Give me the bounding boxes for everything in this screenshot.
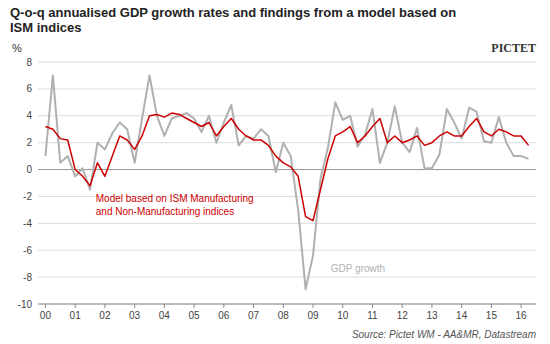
grid-line (38, 115, 536, 116)
x-tick-label: 03 (129, 310, 141, 321)
x-tick (253, 304, 254, 308)
x-tick-label: 13 (426, 310, 438, 321)
x-tick (313, 304, 314, 308)
x-tick (521, 304, 522, 308)
y-tick-label: -2 (23, 191, 32, 202)
x-tick-label: 02 (99, 310, 111, 321)
x-tick (491, 304, 492, 308)
x-tick (134, 304, 135, 308)
grid-line (38, 169, 536, 170)
y-tick-label: -10 (18, 299, 33, 310)
y-tick-label: 6 (26, 83, 32, 94)
x-tick-label: 00 (40, 310, 52, 321)
grid-line (38, 277, 536, 278)
x-tick (75, 304, 76, 308)
y-tick-label: 2 (26, 137, 32, 148)
x-tick (45, 304, 46, 308)
source: Source: Pictet WM - AA&MR, Datastream (352, 329, 536, 340)
series-label: Model based on ISM Manufacturingand Non-… (96, 193, 254, 217)
x-tick-label: 11 (367, 310, 378, 321)
x-tick (372, 304, 373, 308)
x-tick (164, 304, 165, 308)
grid-line (38, 250, 536, 251)
y-tick-label: -4 (23, 218, 32, 229)
x-tick-label: 16 (516, 310, 528, 321)
series-line (45, 75, 528, 289)
x-tick (402, 304, 403, 308)
x-tick-label: 12 (397, 310, 409, 321)
x-tick-label: 15 (486, 310, 498, 321)
zero-line (38, 169, 536, 170)
grid-line (38, 223, 536, 224)
title: Q-o-q annualised GDP growth rates and fi… (10, 5, 456, 35)
x-tick (194, 304, 195, 308)
y-tick-label: 4 (26, 110, 32, 121)
x-tick-label: 09 (307, 310, 319, 321)
y-tick-label: -6 (23, 245, 32, 256)
x-tick-label: 06 (218, 310, 230, 321)
x-tick-label: 08 (278, 310, 290, 321)
x-tick (283, 304, 284, 308)
x-tick (223, 304, 224, 308)
x-tick-label: 05 (189, 310, 201, 321)
y-label: % (12, 42, 22, 54)
x-tick-label: 04 (159, 310, 171, 321)
x-tick-label: 01 (70, 310, 82, 321)
x-tick (431, 304, 432, 308)
series-label: GDP growth (331, 263, 385, 274)
y-tick-label: -8 (23, 272, 32, 283)
x-tick-label: 14 (456, 310, 468, 321)
chart: Q-o-q annualised GDP growth rates and fi… (0, 0, 550, 344)
grid-line (38, 142, 536, 143)
y-tick-label: 8 (26, 57, 32, 68)
series-line (45, 113, 528, 221)
grid-line (38, 62, 536, 63)
y-tick-label: 0 (26, 164, 32, 175)
x-tick (104, 304, 105, 308)
grid-line (38, 88, 536, 89)
x-tick-label: 07 (248, 310, 260, 321)
x-tick (461, 304, 462, 308)
plot-area (45, 75, 528, 289)
x-tick (342, 304, 343, 308)
brand: PICTET (491, 41, 536, 55)
x-tick-label: 10 (337, 310, 349, 321)
